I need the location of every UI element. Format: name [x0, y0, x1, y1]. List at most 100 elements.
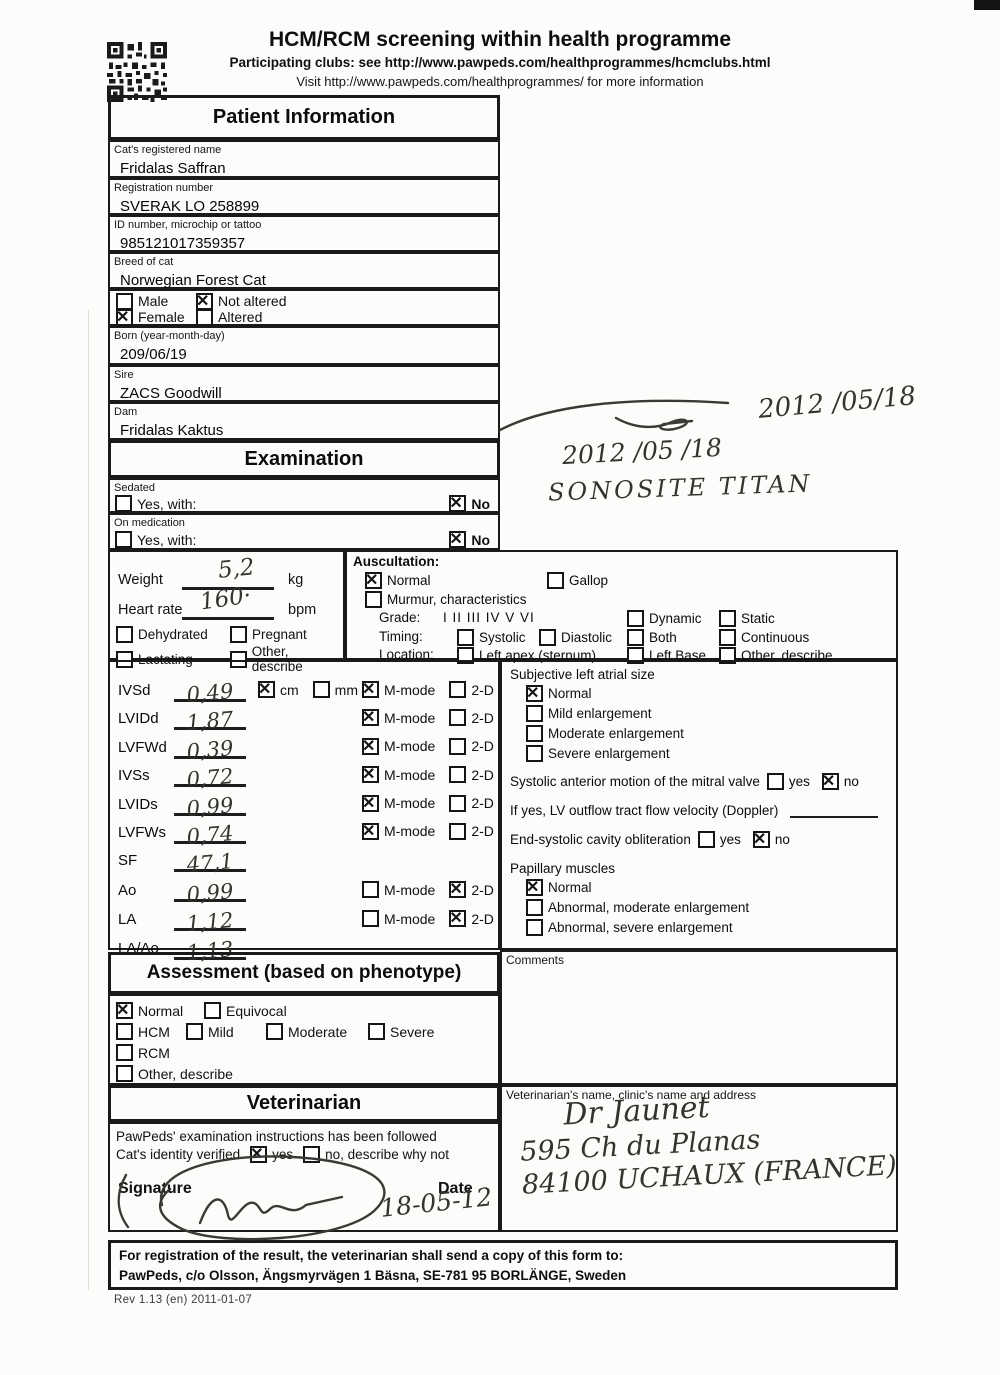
- breed-field: Breed of cat Norwegian Forest Cat: [108, 252, 500, 289]
- form-table: Patient Information Cat's registered nam…: [108, 95, 898, 1232]
- systolic-checkbox: [457, 629, 474, 646]
- vet-date-label: Date: [438, 1180, 473, 1197]
- twod-checkbox: [449, 766, 467, 784]
- leftapex-label: Left apex (sternum): [479, 648, 597, 663]
- form-subtitle-info: Visit http://www.pawpeds.com/healthprogr…: [296, 74, 704, 89]
- diastolic-checkbox: [539, 629, 556, 646]
- measure-line: 1,13: [174, 934, 246, 965]
- diastolic-label: Diastolic: [561, 630, 613, 645]
- atrial-mild-checkbox: [526, 705, 543, 722]
- mmode-checkbox: [362, 679, 379, 699]
- eso-yes-checkbox: [697, 831, 715, 848]
- cm-checkbox: [258, 679, 275, 699]
- pregnant-label: Pregnant: [252, 627, 307, 642]
- both-checkbox: [627, 629, 644, 646]
- measure-line: 0,72: [174, 761, 246, 792]
- measure-line: 47,1: [174, 846, 246, 877]
- mmode-checkbox: [362, 793, 379, 813]
- measurement-row: SF 47,1: [110, 846, 498, 877]
- sedated-no-label: No: [471, 495, 490, 512]
- cat-name-label: Cat's registered name: [114, 144, 222, 156]
- auscultation-normal-label: Normal: [387, 573, 431, 588]
- assessment-section-title: Assessment (based on phenotype): [108, 952, 500, 994]
- measure-line: 0,99: [174, 876, 246, 907]
- assessment-body: Normal Equivocal HCM Mild Moderate Sever…: [108, 994, 500, 1085]
- systolic-label: Systolic: [479, 630, 526, 645]
- comments-label: Comments: [506, 953, 565, 967]
- measure-value: 0,99: [185, 792, 235, 821]
- not-altered-label: Not altered: [218, 293, 287, 309]
- murmur-label: Murmur, characteristics: [387, 592, 527, 607]
- measurement-row: LA 1,12 M-mode 2-D: [110, 905, 498, 937]
- measurement-row: IVSd 0,49 cm mm M-mode 2-D: [110, 676, 498, 707]
- measure-value: 1,12: [185, 908, 235, 937]
- atrial-normal-checkbox: [526, 683, 543, 703]
- leftbase-checkbox: [627, 647, 644, 664]
- microchip-field: ID number, microchip or tattoo 985121017…: [108, 215, 500, 252]
- weight-handwriting: 5,2: [216, 554, 256, 584]
- dam-field: Dam Fridalas Kaktus: [108, 402, 500, 440]
- measurement-row: LVIDd 1,87 M-mode 2-D: [110, 704, 498, 735]
- twod-checkbox: [449, 681, 467, 698]
- measure-line: 0,74: [174, 818, 246, 849]
- cm-label: cm: [280, 681, 299, 698]
- heartrate-line: [182, 594, 274, 620]
- twod-checkbox: [449, 908, 467, 928]
- not-altered-checkbox: [196, 291, 213, 311]
- sire-field: Sire ZACS Goodwill: [108, 365, 500, 402]
- mmode-checkbox: [362, 707, 379, 727]
- location-label: Location:: [379, 647, 434, 662]
- assessment-normal-checkbox: [116, 1000, 133, 1020]
- timing-label: Timing:: [379, 629, 423, 644]
- measure-label: SF: [118, 852, 138, 870]
- medication-yes-label: Yes, with:: [137, 531, 197, 548]
- lvot-line: [790, 803, 879, 818]
- mmode-checkbox: [362, 821, 379, 841]
- male-label: Male: [138, 293, 169, 309]
- registration-number-value: SVERAK LO 258899: [120, 198, 260, 215]
- sam-yes-checkbox: [766, 773, 784, 790]
- static-checkbox: [719, 610, 736, 627]
- both-label: Both: [649, 630, 677, 645]
- measurement-row: LVFWs 0,74 M-mode 2-D: [110, 818, 498, 849]
- papillary-severe-checkbox: [526, 919, 543, 936]
- assessment-hcm-checkbox: [116, 1023, 133, 1040]
- sedated-yes-label: Yes, with:: [137, 495, 197, 512]
- born-field: Born (year-month-day) 209/06/19: [108, 326, 500, 365]
- mmode-checkbox: [362, 910, 379, 928]
- weight-label: Weight: [118, 572, 163, 588]
- measurements-cell: IVSd 0,49 cm mm M-mode 2-D LVIDd 1,87 M-…: [108, 660, 500, 965]
- measure-line: 0,39: [174, 733, 246, 764]
- qr-code: [107, 42, 167, 107]
- owner-signature: [498, 399, 730, 432]
- measure-value: 47,1: [185, 849, 235, 878]
- auscultation-other-label: Other, describe: [741, 648, 833, 663]
- examination-section-title: Examination: [108, 440, 500, 478]
- mmode-checkbox: [362, 736, 379, 756]
- measure-value: 0,74: [185, 820, 235, 849]
- weight-unit: kg: [288, 572, 304, 588]
- medication-no-checkbox: [449, 529, 467, 549]
- altered-label: Altered: [218, 309, 263, 325]
- assessment-moderate-checkbox: [266, 1023, 283, 1040]
- measurement-row: LVIDs 0,99 M-mode 2-D: [110, 790, 498, 821]
- sire-value: ZACS Goodwill: [120, 385, 222, 402]
- papillary-title: Papillary muscles: [510, 861, 616, 876]
- measurement-row: Ao 0,99 M-mode 2-D: [110, 876, 498, 907]
- mmode-checkbox: [362, 764, 379, 784]
- lactating-label: Lactating: [138, 651, 193, 667]
- dam-value: Fridalas Kaktus: [120, 422, 224, 439]
- medication-label: On medication: [114, 517, 185, 529]
- eso-label: End-systolic cavity obliteration: [510, 832, 691, 847]
- heartrate-label: Heart rate: [118, 602, 183, 618]
- measure-line: 0,99: [174, 790, 246, 821]
- pregnant-checkbox: [230, 626, 247, 643]
- heartrate-unit: bpm: [288, 602, 317, 618]
- dynamic-label: Dynamic: [649, 611, 702, 626]
- measure-label: IVSd: [118, 682, 151, 699]
- female-checkbox: [116, 307, 133, 327]
- scan-edge-shadow: [88, 310, 89, 1290]
- female-label: Female: [138, 309, 185, 325]
- sex-field: Male Not altered Female Altered: [108, 289, 500, 327]
- medication-yes-checkbox: [115, 531, 132, 548]
